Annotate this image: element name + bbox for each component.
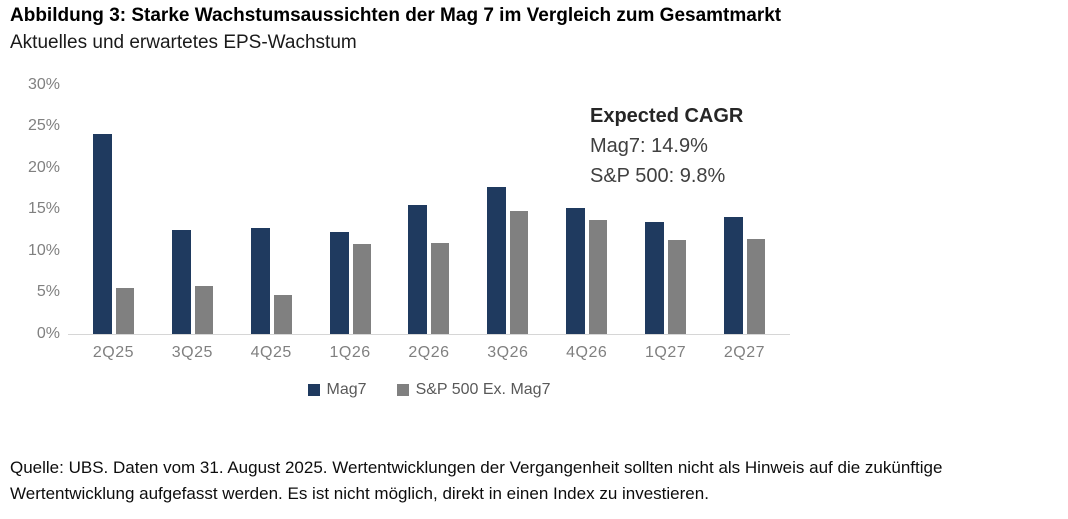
y-tick-label: 5% xyxy=(36,283,60,301)
bar-mag7-1Q27 xyxy=(645,222,665,334)
x-tick-label: 4Q26 xyxy=(566,343,608,361)
y-tick-label: 25% xyxy=(27,117,60,135)
bar-sp500ex-2Q25 xyxy=(115,288,134,334)
cagr-annotation: Expected CAGR Mag7: 14.9% S&P 500: 9.8% xyxy=(590,101,743,191)
x-tick-label: 2Q27 xyxy=(723,343,765,361)
bar-group-2Q26 xyxy=(408,204,450,334)
bar-sp500ex-4Q26 xyxy=(589,219,608,334)
x-tick-label: 2Q25 xyxy=(92,343,134,361)
figure-title: Abbildung 3: Starke Wachstumsaussichten … xyxy=(10,5,782,26)
source-disclaimer: Quelle: UBS. Daten vom 31. August 2025. … xyxy=(10,458,943,503)
bar-group-2Q27 xyxy=(723,217,765,334)
bar-sp500ex-2Q27 xyxy=(746,239,765,334)
legend-swatch-sp500ex xyxy=(396,383,409,396)
y-tick-label: 20% xyxy=(27,158,60,176)
x-tick-label: 1Q27 xyxy=(644,343,687,361)
figure-page: Abbildung 3: Starke Wachstumsaussichten … xyxy=(10,5,942,503)
bar-mag7-3Q26 xyxy=(487,186,507,334)
y-tick-label: 30% xyxy=(27,75,60,93)
bar-sp500ex-4Q25 xyxy=(273,295,292,334)
y-tick-label: 10% xyxy=(27,241,60,259)
bar-mag7-2Q26 xyxy=(408,204,428,334)
y-tick-label: 15% xyxy=(27,200,60,218)
x-axis: 2Q25 3Q25 4Q25 1Q26 2Q26 3Q26 4Q26 1Q27 2Q27 xyxy=(68,344,790,362)
bar-group-4Q25 xyxy=(250,228,292,334)
x-tick-label: 4Q25 xyxy=(250,343,292,361)
cagr-annotation-sp500: S&P 500: 9.8% xyxy=(590,164,726,187)
bar-group-3Q25 xyxy=(171,229,213,334)
cagr-annotation-title: Expected CAGR xyxy=(590,104,744,127)
x-tick-label: 1Q26 xyxy=(329,343,371,361)
y-tick-label: 0% xyxy=(36,324,60,342)
plot-area xyxy=(68,85,790,335)
chart-legend: Mag7 S&P 500 Ex. Mag7 xyxy=(68,381,790,399)
bar-sp500ex-3Q25 xyxy=(194,285,213,334)
bar-mag7-2Q27 xyxy=(723,217,743,334)
legend-label: S&P 500 Ex. Mag7 xyxy=(415,380,551,398)
y-axis: 30% 25% 20% 15% 10% 5% 0% xyxy=(22,76,68,342)
x-tick-label: 2Q26 xyxy=(408,343,450,361)
bar-group-2Q25 xyxy=(92,134,134,334)
x-tick-label: 3Q25 xyxy=(171,343,213,361)
bar-mag7-2Q25 xyxy=(92,134,112,334)
legend-swatch-mag7 xyxy=(307,383,320,396)
bar-sp500ex-1Q26 xyxy=(352,244,371,334)
legend-item-mag7: Mag7 xyxy=(307,380,367,399)
bar-sp500ex-1Q27 xyxy=(668,239,687,334)
bar-mag7-3Q25 xyxy=(171,229,191,334)
x-tick-label: 3Q26 xyxy=(487,343,529,361)
bar-mag7-1Q26 xyxy=(329,232,349,334)
bar-group-3Q26 xyxy=(487,186,529,334)
bar-group-4Q26 xyxy=(566,208,608,334)
legend-item-sp500ex: S&P 500 Ex. Mag7 xyxy=(396,380,551,399)
bar-sp500ex-3Q26 xyxy=(510,210,529,334)
bar-mag7-4Q25 xyxy=(250,228,270,334)
figure-subtitle: Aktuelles und erwartetes EPS-Wachstum xyxy=(10,31,357,53)
bar-sp500ex-2Q26 xyxy=(431,243,450,334)
bar-mag7-4Q26 xyxy=(566,208,586,334)
eps-growth-bar-chart: 30% 25% 20% 15% 10% 5% 0% 2Q25 3Q25 4Q25 1Q26 2Q26… xyxy=(22,76,790,399)
bar-group-1Q27 xyxy=(645,222,687,334)
legend-label: Mag7 xyxy=(326,380,367,398)
cagr-annotation-mag7: Mag7: 14.9% xyxy=(590,134,708,157)
bar-group-1Q26 xyxy=(329,232,371,334)
